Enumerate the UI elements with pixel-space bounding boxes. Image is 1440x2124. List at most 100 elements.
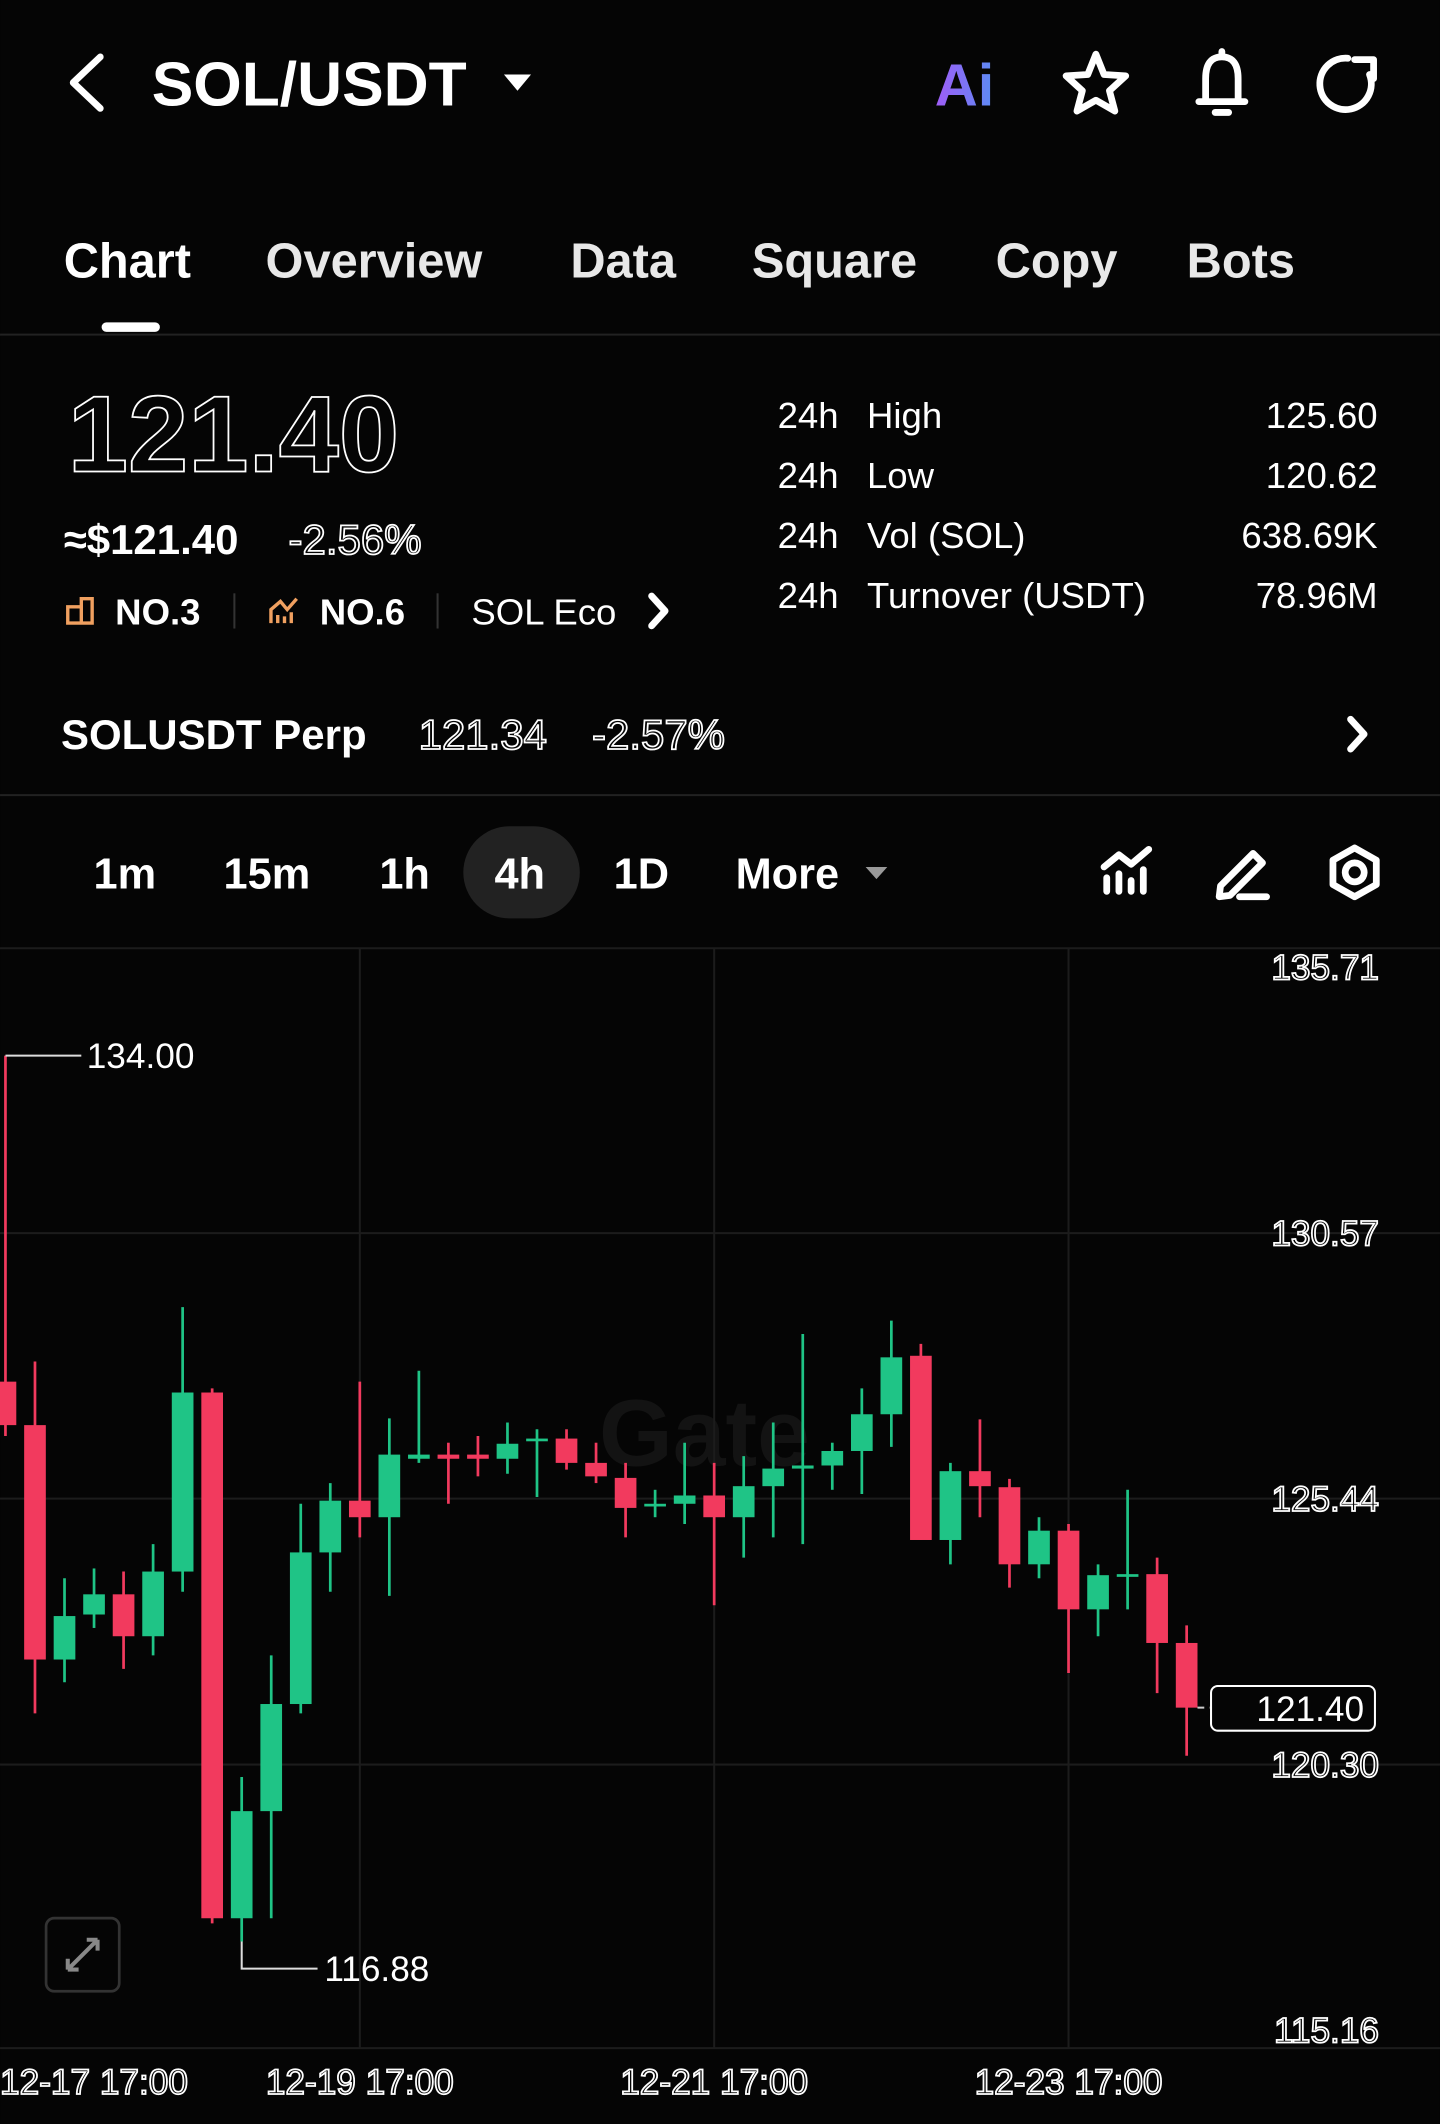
- perp-change: -2.57%: [592, 711, 725, 758]
- rank[interactable]: NO.3: [115, 591, 200, 632]
- interval[interactable]: 4h: [494, 851, 545, 899]
- stats: 24h High 125.60 24h Low 120.62 24h Vol (SOL) 638…: [778, 395, 1378, 616]
- tab[interactable]: Bots: [1187, 235, 1295, 289]
- perp-name[interactable]: SOLUSDT Perp: [61, 711, 367, 758]
- interval[interactable]: More: [736, 851, 840, 899]
- expand-icon: [65, 1937, 100, 1972]
- ecosystem[interactable]: SOL Eco: [471, 591, 616, 632]
- price-change: -2.56%: [289, 516, 422, 563]
- more-dropdown[interactable]: [865, 866, 888, 880]
- back-button[interactable]: [69, 53, 104, 112]
- pair-dropdown[interactable]: [503, 74, 532, 91]
- interval[interactable]: 1m: [94, 851, 157, 899]
- candle-body: [142, 1571, 164, 1637]
- candle-body: [53, 1616, 76, 1660]
- tab[interactable]: Overview: [266, 235, 484, 289]
- interval[interactable]: 1D: [614, 851, 669, 899]
- candle-body: [0, 1381, 17, 1426]
- candle-body: [1175, 1642, 1198, 1708]
- candle-body: [969, 1471, 991, 1487]
- candle-body: [526, 1438, 548, 1442]
- y-tick-label: 120.30: [1271, 1746, 1379, 1785]
- indicator-button[interactable]: [1100, 845, 1153, 895]
- last-price-label: 121.40: [1256, 1690, 1364, 1729]
- x-tick-label: 12-21 17:00: [620, 2063, 808, 2102]
- high-label: 134.00: [87, 1037, 195, 1076]
- candle-body: [644, 1503, 666, 1507]
- candle-body: [496, 1443, 519, 1459]
- candle-body: [260, 1704, 283, 1812]
- candle-body: [437, 1454, 460, 1459]
- candle-body: [1057, 1530, 1080, 1610]
- candle-body: [319, 1500, 342, 1553]
- candle-body: [408, 1454, 430, 1459]
- tab[interactable]: Chart: [64, 235, 191, 289]
- ai-button[interactable]: Ai: [935, 52, 995, 119]
- x-tick-label: 12-17 17:00: [0, 2063, 188, 2102]
- active-interval-pill: [463, 826, 580, 919]
- candle-body: [732, 1486, 755, 1518]
- candle-body: [289, 1552, 312, 1705]
- tab[interactable]: Copy: [996, 235, 1118, 289]
- candle-body: [230, 1811, 253, 1919]
- candle-body: [171, 1392, 194, 1572]
- y-tick-label: 135.71: [1271, 948, 1379, 987]
- active-tab-indicator: [101, 322, 160, 332]
- candle-body: [791, 1465, 814, 1469]
- draw-button[interactable]: [1215, 850, 1270, 901]
- tab[interactable]: Data: [570, 235, 677, 289]
- interval[interactable]: 15m: [224, 851, 311, 899]
- expand-button[interactable]: [44, 1916, 121, 1993]
- candle-body: [1028, 1530, 1050, 1565]
- favorite-button[interactable]: [1062, 50, 1130, 115]
- pair-title[interactable]: SOL/USDT: [152, 51, 467, 120]
- low-label: 116.88: [324, 1950, 429, 1989]
- candle-body: [378, 1454, 401, 1518]
- stat-label: High: [867, 395, 942, 436]
- candle-body: [939, 1471, 962, 1540]
- rank-icon: [269, 597, 298, 624]
- y-tick-label: 125.44: [1271, 1480, 1379, 1519]
- perp-price: 121.34: [419, 711, 547, 758]
- candle-body: [703, 1495, 726, 1518]
- candle-body: [585, 1462, 607, 1477]
- candle-body: [112, 1594, 135, 1637]
- y-tick-label: 130.57: [1271, 1214, 1379, 1253]
- rank[interactable]: NO.6: [320, 591, 405, 632]
- stat-period: 24h: [778, 455, 839, 496]
- rank-icon: [66, 597, 94, 625]
- alert-button[interactable]: [1195, 48, 1249, 116]
- x-tick-label: 12-23 17:00: [975, 2063, 1163, 2102]
- candle-body: [762, 1468, 785, 1487]
- x-tick-label: 12-19 17:00: [266, 2063, 454, 2102]
- stat-label: Turnover (USDT): [867, 575, 1146, 616]
- low-marker-line: [240, 1941, 318, 1970]
- stat-period: 24h: [778, 395, 839, 436]
- candle-body: [201, 1392, 224, 1919]
- usd-price: ≈$121.40: [64, 516, 239, 563]
- interval[interactable]: 1h: [379, 851, 430, 899]
- last-price: 121.40: [68, 373, 399, 494]
- candle-body: [1087, 1575, 1109, 1610]
- candle-body: [910, 1355, 932, 1540]
- stat-value: 638.69K: [1241, 515, 1377, 556]
- last-price-box: [1210, 1684, 1376, 1732]
- refresh-button[interactable]: [1316, 54, 1377, 113]
- stat-period: 24h: [778, 575, 839, 616]
- stat-value: 125.60: [1266, 395, 1378, 436]
- candle-body: [850, 1414, 873, 1451]
- candle-body: [348, 1500, 371, 1518]
- tab[interactable]: Square: [752, 235, 917, 289]
- stat-value: 120.62: [1266, 455, 1378, 496]
- stat-value: 78.96M: [1256, 575, 1378, 616]
- ecosystem-chevron[interactable]: [648, 592, 669, 630]
- settings-button[interactable]: [1329, 844, 1380, 901]
- perp-chevron[interactable]: [1347, 715, 1368, 753]
- tab-bar: Chart Overview Data Square Copy Bots: [64, 235, 1295, 289]
- candle-body: [83, 1594, 105, 1615]
- candlestick-chart: Gate135.71130.57125.44120.30115.1612-17 …: [0, 947, 1440, 2103]
- candle-body: [998, 1487, 1021, 1565]
